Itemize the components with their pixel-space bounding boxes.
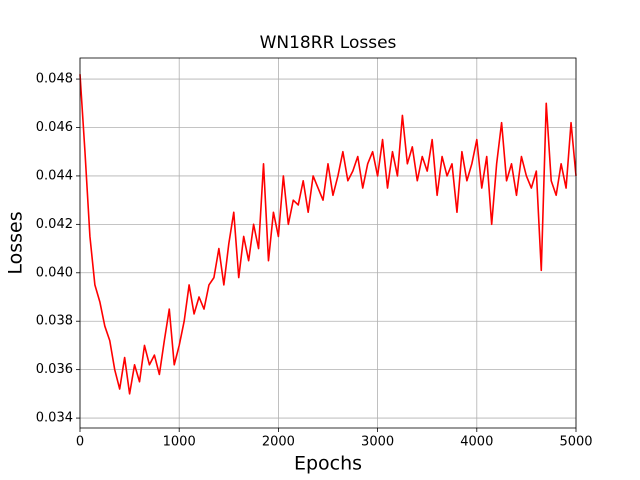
x-axis-label: Epochs <box>294 453 362 475</box>
y-tick-label: 0.034 <box>36 411 73 426</box>
y-tick-label: 0.040 <box>36 265 73 280</box>
data-line <box>79 74 577 395</box>
x-tick-label: 2000 <box>262 435 295 450</box>
x-tick-label: 0 <box>76 435 84 450</box>
x-tick-label: 4000 <box>460 435 493 450</box>
y-tick-label: 0.044 <box>36 168 73 183</box>
y-tick-label: 0.036 <box>36 362 73 377</box>
plot-frame <box>79 57 577 429</box>
y-tick-label: 0.048 <box>36 72 73 87</box>
chart-title: WN18RR Losses <box>260 33 397 53</box>
y-tick-label: 0.042 <box>36 217 73 232</box>
y-axis-label: Losses <box>5 211 27 274</box>
y-tick-label: 0.038 <box>36 314 73 329</box>
x-tick-label: 5000 <box>559 435 592 450</box>
x-tick-label: 1000 <box>163 435 196 450</box>
y-tick-label: 0.046 <box>36 120 73 135</box>
x-tick-label: 3000 <box>361 435 394 450</box>
